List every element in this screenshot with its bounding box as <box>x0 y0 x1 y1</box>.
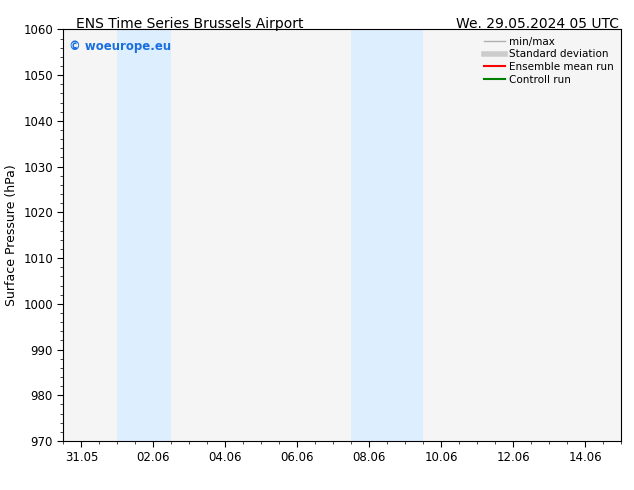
Y-axis label: Surface Pressure (hPa): Surface Pressure (hPa) <box>4 164 18 306</box>
Bar <box>351 29 424 441</box>
Text: © woeurope.eu: © woeurope.eu <box>69 40 171 53</box>
Bar <box>117 29 171 441</box>
Legend: min/max, Standard deviation, Ensemble mean run, Controll run: min/max, Standard deviation, Ensemble me… <box>482 35 616 87</box>
Text: We. 29.05.2024 05 UTC: We. 29.05.2024 05 UTC <box>456 17 619 31</box>
Text: ENS Time Series Brussels Airport: ENS Time Series Brussels Airport <box>76 17 304 31</box>
